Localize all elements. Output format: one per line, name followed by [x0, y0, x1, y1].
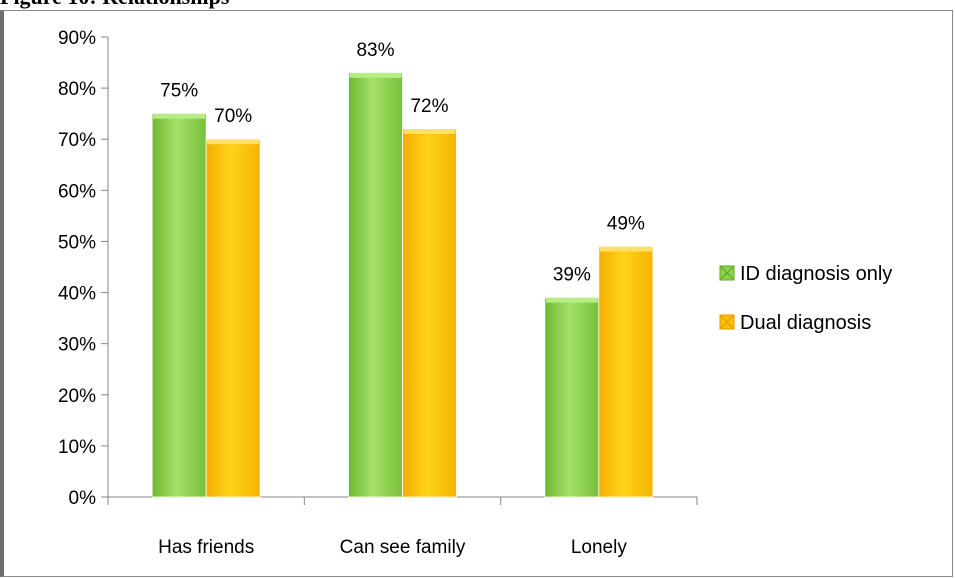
legend-item-dual-diagnosis: Dual diagnosis [719, 312, 871, 334]
bar-top-highlight [403, 129, 456, 134]
legend-swatch-bevel [720, 266, 734, 280]
legend: ID diagnosis only Dual diagnosis [719, 263, 892, 334]
x-tick-label: Has friends [158, 537, 254, 558]
data-label: 70% [214, 106, 252, 127]
y-tick-label: 30% [58, 335, 96, 356]
data-label: 72% [410, 96, 448, 117]
y-tick-label: 90% [58, 28, 96, 49]
bar-dual-diagnosis [402, 128, 457, 498]
bar-id-diagnosis-only [544, 297, 600, 498]
bars [151, 72, 654, 498]
y-tick-label: 40% [58, 284, 96, 305]
x-axis: Has friends Can see family Lonely [107, 496, 698, 558]
bar-top-highlight [545, 297, 598, 303]
y-tick-label: 0% [69, 488, 97, 509]
y-tick-label: 10% [58, 437, 96, 458]
bar-id-diagnosis-only [348, 72, 403, 498]
y-tick-label: 60% [58, 181, 96, 202]
bar-top-highlight [153, 113, 206, 119]
legend-label: ID diagnosis only [740, 263, 892, 285]
bar-top-highlight [207, 139, 260, 145]
y-tick-label: 80% [58, 79, 96, 100]
y-tick-label: 70% [58, 130, 96, 151]
x-tick-label: Lonely [571, 537, 627, 558]
data-labels: 75% 70% 83% 72% 39% 49% [160, 40, 645, 286]
y-tick-label: 20% [58, 386, 96, 407]
y-tick-label: 50% [58, 232, 96, 253]
bar-top-highlight [599, 246, 652, 252]
x-tick-label: Can see family [340, 537, 466, 558]
data-label: 83% [356, 40, 394, 61]
data-label: 49% [607, 214, 645, 235]
data-label: 39% [553, 265, 591, 286]
data-label: 75% [160, 81, 198, 102]
bar-id-diagnosis-only [151, 113, 207, 498]
legend-swatch-bevel [720, 315, 734, 329]
bar-dual-diagnosis [205, 138, 261, 498]
bar-top-highlight [349, 72, 402, 78]
legend-item-id-diagnosis-only: ID diagnosis only [719, 263, 892, 285]
y-axis: 0% 10% 20% 30% 40% 50% 60% 70% 80% 90% [58, 28, 109, 509]
legend-label: Dual diagnosis [740, 312, 871, 334]
bar-dual-diagnosis [598, 246, 654, 498]
page-title: Figure 10: Relationships [0, 0, 229, 10]
